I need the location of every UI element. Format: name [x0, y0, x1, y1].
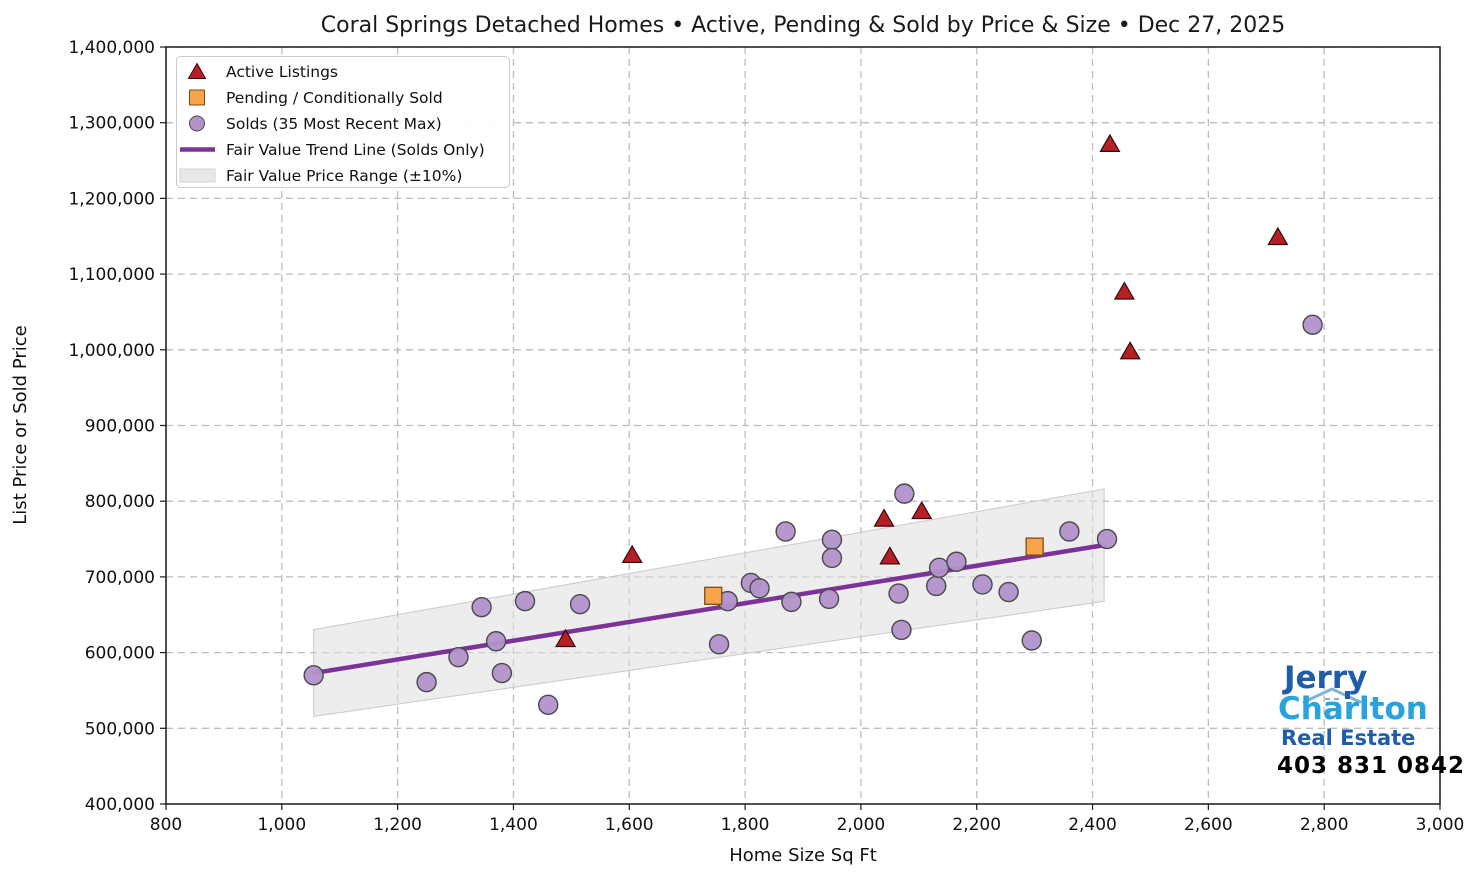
- data-point-sold: [891, 619, 912, 641]
- x-tick-label: 1,600: [605, 815, 654, 835]
- data-point-sold: [972, 574, 993, 595]
- legend-item-active: Active Listings: [187, 62, 338, 81]
- logo-phone-text: 403 831 0842: [1277, 753, 1465, 779]
- y-tick-label: 600,000: [85, 644, 155, 664]
- x-tick-label: 1,400: [489, 815, 538, 835]
- x-tick-label: 2,800: [1300, 815, 1349, 835]
- fair-value-trend-line: [311, 542, 1107, 676]
- data-point-sold: [491, 662, 513, 684]
- logo-charlton-text: Charlton: [1278, 691, 1428, 727]
- y-tick-label: 1,000,000: [68, 341, 155, 361]
- data-point-pending: [1025, 537, 1044, 556]
- data-point-sold: [946, 551, 967, 572]
- x-tick-label: 2,000: [837, 815, 886, 835]
- x-tick-label: 2,600: [1184, 815, 1233, 835]
- data-point-sold: [1302, 314, 1323, 336]
- data-point-active: [1099, 133, 1121, 152]
- pending-square-icon: [189, 89, 205, 106]
- logo-jerry-text: Jerry: [1282, 660, 1367, 696]
- legend-label-trend: Fair Value Trend Line (Solds Only): [226, 141, 485, 159]
- data-point-sold: [538, 694, 559, 716]
- data-point-sold: [471, 596, 492, 618]
- y-tick-label: 700,000: [85, 568, 155, 588]
- data-point-sold: [485, 631, 507, 652]
- data-point-sold: [888, 583, 909, 604]
- x-tick-label: 1,200: [373, 815, 422, 835]
- data-point-sold: [303, 665, 324, 686]
- legend-label-solds: Solds (35 Most Recent Max): [226, 115, 442, 133]
- legend-label-active: Active Listings: [226, 63, 338, 81]
- legend-label-pending: Pending / Conditionally Sold: [226, 89, 443, 107]
- x-tick-label: 2,200: [952, 815, 1001, 835]
- legend-item-trend: Fair Value Trend Line (Solds Only): [180, 141, 485, 159]
- data-point-sold: [781, 591, 802, 613]
- legend-item-pending: Pending / Conditionally Sold: [189, 89, 443, 107]
- data-point-pending: [704, 586, 723, 605]
- x-tick-label: 3,000: [1416, 815, 1465, 835]
- y-tick-label: 1,300,000: [68, 114, 155, 134]
- data-point-active: [1113, 281, 1135, 300]
- x-tick-label: 800: [150, 815, 182, 835]
- data-point-sold: [448, 646, 469, 668]
- legend-label-band: Fair Value Price Range (±10%): [226, 167, 462, 185]
- data-point-sold: [416, 671, 437, 693]
- data-point-active: [873, 508, 895, 527]
- y-tick-label: 1,100,000: [68, 265, 155, 285]
- data-point-sold: [818, 588, 840, 610]
- logo-realestate-text: Real Estate: [1281, 726, 1415, 750]
- active-triangle-icon: [187, 62, 207, 79]
- brand-logo: Jerry Charlton Real Estate 403 831 0842: [1277, 660, 1465, 779]
- data-point-sold: [1059, 521, 1080, 542]
- data-point-sold: [894, 483, 915, 504]
- points-layer: [303, 133, 1323, 716]
- legend: Active Listings Pending / Conditionally …: [176, 56, 510, 188]
- data-point-sold: [749, 578, 770, 599]
- data-point-sold: [1096, 528, 1118, 550]
- y-tick-label: 1,200,000: [68, 189, 155, 209]
- data-point-sold: [928, 557, 950, 579]
- data-point-active: [911, 500, 933, 520]
- axes-layer: 800 1,000 1,200 1,400 1,600 1,800 2,000 2,200 2,…: [68, 38, 1464, 835]
- x-tick-label: 1,000: [257, 815, 306, 835]
- plot-border: [165, 46, 1441, 805]
- data-point-sold: [514, 590, 536, 612]
- data-point-sold: [925, 575, 947, 597]
- data-point-sold: [708, 634, 730, 655]
- data-point-active: [1119, 341, 1141, 360]
- band-swatch-icon: [179, 168, 216, 183]
- sold-circle-icon: [189, 115, 205, 132]
- data-point-active: [555, 628, 577, 648]
- y-tick-label: 500,000: [85, 719, 155, 739]
- data-point-active: [879, 546, 901, 565]
- y-tick-label: 400,000: [85, 795, 155, 815]
- data-point-sold: [1021, 630, 1042, 651]
- data-point-active: [1267, 226, 1289, 246]
- y-tick-label: 800,000: [85, 492, 155, 512]
- chart-title: Coral Springs Detached Homes • Active, P…: [321, 13, 1285, 38]
- legend-box: [176, 56, 510, 188]
- legend-item-solds: Solds (35 Most Recent Max): [189, 115, 442, 133]
- legend-item-band: Fair Value Price Range (±10%): [179, 167, 462, 185]
- x-tick-label: 1,800: [721, 815, 770, 835]
- house-roof-icon: [1302, 687, 1362, 704]
- data-point-sold: [775, 521, 796, 542]
- x-axis-label: Home Size Sq Ft: [729, 845, 877, 866]
- y-tick-label: 900,000: [85, 417, 155, 437]
- x-tick-label: 2,400: [1068, 815, 1117, 835]
- y-tick-label: 1,400,000: [68, 38, 155, 58]
- data-point-sold: [821, 547, 843, 569]
- data-point-sold: [821, 529, 843, 551]
- data-point-active: [621, 544, 643, 564]
- trend-layer: [311, 542, 1107, 676]
- y-axis-label: List Price or Sold Price: [10, 325, 31, 524]
- data-point-sold: [998, 581, 1019, 603]
- data-point-sold: [569, 593, 591, 615]
